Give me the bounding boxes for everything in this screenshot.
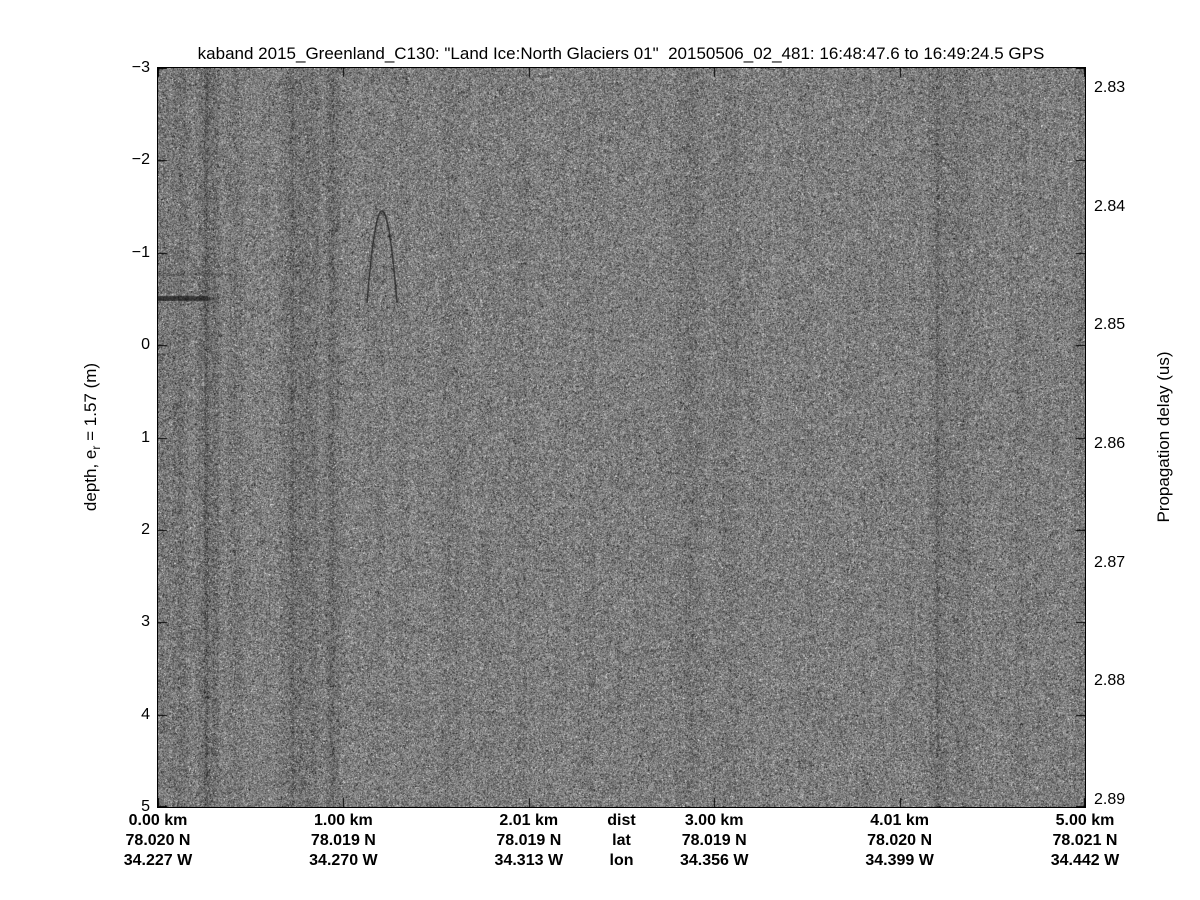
x-axis-header-column-dist: dist: [607, 811, 635, 831]
right-tick-label: 2.85: [1094, 314, 1184, 336]
x-tick-column-lat: 78.020 N: [124, 831, 192, 851]
x-tick-column-dist: 3.00 km: [680, 811, 748, 831]
left-tick-label: 1: [78, 427, 150, 449]
x-tick-column-lon: 34.442 W: [1051, 851, 1119, 871]
x-tick-column: 3.00 km 78.019 N 34.356 W: [680, 811, 748, 871]
left-tick-label: −2: [78, 149, 150, 171]
x-tick-column: 4.01 km 78.020 N 34.399 W: [865, 811, 933, 871]
left-tick-label: 2: [78, 519, 150, 541]
x-tick-column: 0.00 km 78.020 N 34.227 W: [124, 811, 192, 871]
right-tick-label: 2.87: [1094, 552, 1184, 574]
x-tick-column: 1.00 km 78.019 N 34.270 W: [309, 811, 377, 871]
x-tick-column: 5.00 km 78.021 N 34.442 W: [1051, 811, 1119, 871]
left-tick-label: −3: [78, 57, 150, 79]
x-tick-column-lat: 78.019 N: [680, 831, 748, 851]
right-tick-label: 2.89: [1094, 789, 1184, 811]
left-tick-label: 0: [78, 334, 150, 356]
x-axis-header-column-lon: lon: [607, 851, 635, 871]
x-tick-column-lat: 78.021 N: [1051, 831, 1119, 851]
x-tick-column-lon: 34.227 W: [124, 851, 192, 871]
x-tick-column-lat: 78.019 N: [495, 831, 563, 851]
x-tick-column: 2.01 km 78.019 N 34.313 W: [495, 811, 563, 871]
left-tick-label: −1: [78, 242, 150, 264]
x-tick-column-dist: 5.00 km: [1051, 811, 1119, 831]
x-axis-header-column: dist lat lon: [607, 811, 635, 871]
x-tick-column-dist: 1.00 km: [309, 811, 377, 831]
left-axis-label-text: depth, e: [81, 450, 100, 511]
x-tick-column-lon: 34.356 W: [680, 851, 748, 871]
right-tick-label: 2.86: [1094, 433, 1184, 455]
x-axis-header-column-lat: lat: [607, 831, 635, 851]
right-tick-label: 2.84: [1094, 196, 1184, 218]
x-tick-column-lon: 34.270 W: [309, 851, 377, 871]
x-tick-column-lat: 78.020 N: [865, 831, 933, 851]
left-tick-label: 3: [78, 611, 150, 633]
left-tick-label: 4: [78, 704, 150, 726]
x-tick-column-lon: 34.399 W: [865, 851, 933, 871]
x-tick-column-lat: 78.019 N: [309, 831, 377, 851]
figure-title: kaband 2015_Greenland_C130: "Land Ice:No…: [198, 44, 1045, 64]
x-tick-column-dist: 4.01 km: [865, 811, 933, 831]
x-tick-column-dist: 2.01 km: [495, 811, 563, 831]
right-tick-label: 2.83: [1094, 77, 1184, 99]
x-tick-column-dist: 0.00 km: [124, 811, 192, 831]
x-tick-column-lon: 34.313 W: [495, 851, 563, 871]
echogram-image: [158, 68, 1085, 807]
right-tick-label: 2.88: [1094, 670, 1184, 692]
echogram-figure: kaband 2015_Greenland_C130: "Land Ice:No…: [0, 0, 1200, 900]
plot-area: [157, 67, 1086, 808]
